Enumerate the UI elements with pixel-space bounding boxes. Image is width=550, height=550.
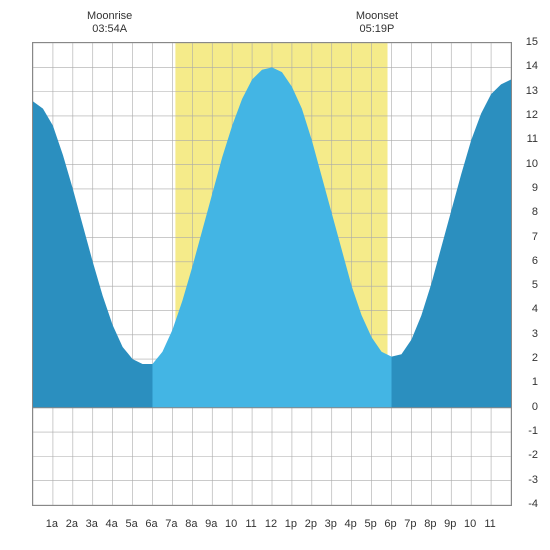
x-tick-label: 5p xyxy=(364,518,376,530)
x-tick-label: 11 xyxy=(484,518,495,530)
y-tick-label: 12 xyxy=(526,109,538,121)
x-tick-label: 10 xyxy=(225,518,237,530)
chart-svg xyxy=(33,43,511,505)
moonrise-header: Moonrise 03:54A xyxy=(50,10,170,36)
x-tick-label: 1p xyxy=(285,518,297,530)
x-tick-label: 3a xyxy=(86,518,98,530)
y-tick-label: 9 xyxy=(532,182,538,194)
x-tick-label: 7a xyxy=(165,518,177,530)
x-tick-label: 2p xyxy=(305,518,317,530)
y-tick-label: 2 xyxy=(532,352,538,364)
y-tick-label: 8 xyxy=(532,206,538,218)
y-tick-label: -3 xyxy=(528,474,538,486)
x-tick-label: 8a xyxy=(185,518,197,530)
x-tick-label: 3p xyxy=(325,518,337,530)
plot-area xyxy=(32,42,512,506)
x-tick-label: 9p xyxy=(444,518,456,530)
y-tick-label: -1 xyxy=(528,425,538,437)
x-tick-label: 8p xyxy=(424,518,436,530)
x-tick-label: 4a xyxy=(106,518,118,530)
x-tick-label: 6p xyxy=(384,518,396,530)
y-tick-label: 13 xyxy=(526,85,538,97)
moonrise-time: 03:54A xyxy=(50,23,170,36)
tide-chart: Moonrise 03:54A Moonset 05:19P 151413121… xyxy=(10,10,540,540)
moonset-header: Moonset 05:19P xyxy=(317,10,437,36)
x-tick-label: 4p xyxy=(345,518,357,530)
x-tick-label: 11 xyxy=(245,518,256,530)
x-tick-label: 9a xyxy=(205,518,217,530)
y-tick-label: 4 xyxy=(532,303,538,315)
y-tick-label: 15 xyxy=(526,36,538,48)
moonrise-label: Moonrise xyxy=(50,10,170,23)
x-tick-label: 1a xyxy=(46,518,58,530)
y-tick-label: -4 xyxy=(528,498,538,510)
y-tick-label: 3 xyxy=(532,328,538,340)
y-tick-label: 1 xyxy=(532,376,538,388)
y-tick-label: 0 xyxy=(532,401,538,413)
y-tick-label: 14 xyxy=(526,60,538,72)
y-tick-label: 11 xyxy=(527,133,538,145)
x-tick-label: 5a xyxy=(125,518,137,530)
y-tick-label: -2 xyxy=(528,449,538,461)
x-tick-label: 10 xyxy=(464,518,476,530)
x-tick-label: 12 xyxy=(265,518,277,530)
moonset-label: Moonset xyxy=(317,10,437,23)
x-tick-label: 2a xyxy=(66,518,78,530)
y-tick-label: 6 xyxy=(532,255,538,267)
y-tick-label: 5 xyxy=(532,279,538,291)
y-tick-label: 7 xyxy=(532,231,538,243)
y-tick-label: 10 xyxy=(526,158,538,170)
x-tick-label: 7p xyxy=(404,518,416,530)
moonset-time: 05:19P xyxy=(317,23,437,36)
x-tick-label: 6a xyxy=(145,518,157,530)
